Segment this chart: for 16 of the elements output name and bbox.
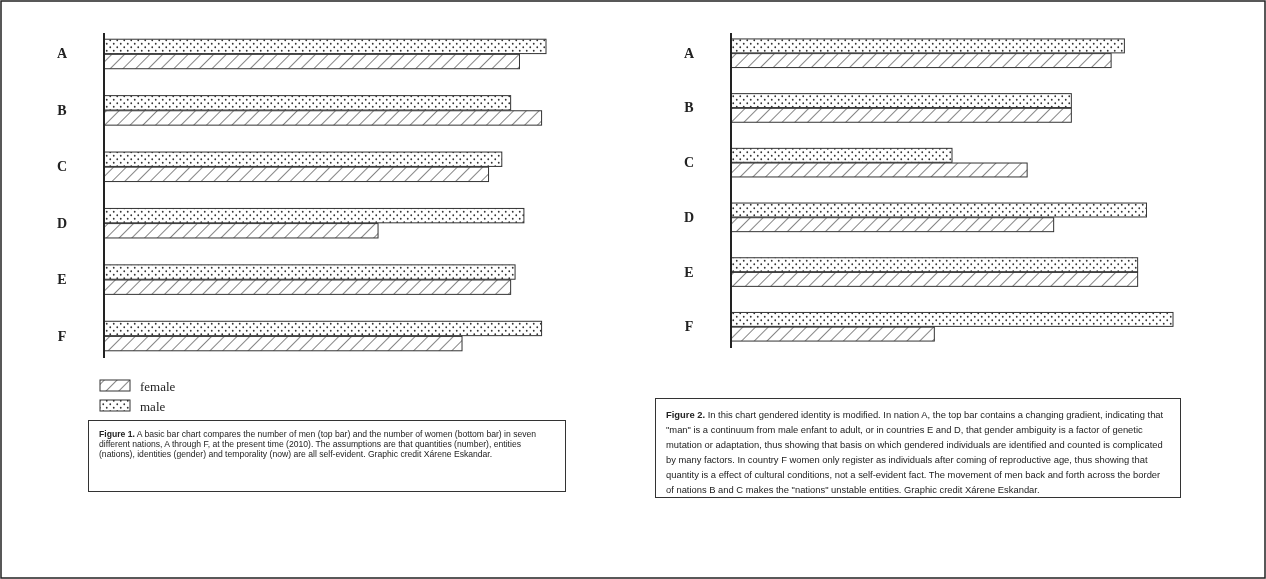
legend-label: female [140, 378, 176, 394]
y-tick-label: B [684, 100, 694, 116]
legend-label: male [140, 398, 166, 414]
y-tick-label: D [683, 209, 695, 225]
y-tick-label: A [56, 46, 68, 62]
y-tick-label: A [683, 45, 695, 61]
y-tick-label: C [56, 159, 68, 175]
y-tick-label: F [684, 319, 694, 335]
caption: Figure 1. A basic bar chart compares the number of men (top bar) and the number of women (bottom bar) in seven different nations, A through F, at the present time (2010). The assumptions are that quantities (number), entities (nations), identities (gender) and temporality (now) are all self-evident. Graphic credit Xárene Eskandar. [88, 420, 566, 492]
y-tick-label: B [57, 102, 67, 118]
y-tick-label: D [56, 215, 68, 231]
caption: Figure 2. In this chart gendered identity is modified. In nation A, the top bar contains a changing gradient, indicating that "man" is a continuum from male enfant to adult, or in countries E and D, that gender ambiguity is a factor of genetic mutation or adaptation, thus showing that basis on which gendered individuals are identified and counted is complicated by many factors. In country F women only register as individuals after coming of reproductive age, thus showing that quantity is a effect of cultural conditions, not a self-evident fact. The movement of men back and forth across the border of nations B and C makes the "nations" unstable entities. Graphic credit Xárene Eskandar. [655, 398, 1181, 498]
y-tick-label: C [683, 155, 695, 171]
y-tick-label: E [684, 264, 694, 280]
y-tick-label: F [57, 328, 67, 344]
y-tick-label: E [57, 272, 67, 288]
